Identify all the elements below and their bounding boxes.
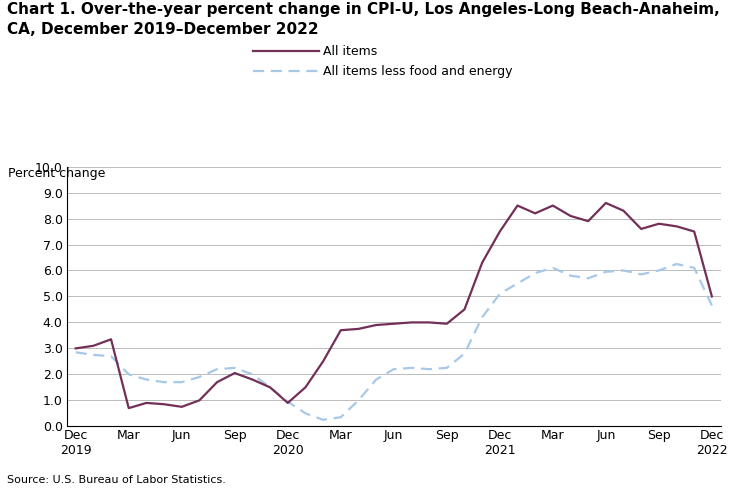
All items less food and energy <box>690 265 698 271</box>
All items <box>496 228 504 235</box>
All items less food and energy <box>266 384 275 390</box>
All items <box>707 294 716 299</box>
All items less food and energy <box>354 397 363 403</box>
All items <box>283 400 292 406</box>
All items <box>690 228 698 235</box>
All items <box>619 208 628 214</box>
All items less food and energy <box>106 353 115 359</box>
Text: Chart 1. Over-the-year percent change in CPI-U, Los Angeles-Long Beach-Anaheim,: Chart 1. Over-the-year percent change in… <box>7 2 720 18</box>
All items <box>266 384 275 390</box>
All items <box>478 260 487 266</box>
All items less food and energy <box>655 268 663 273</box>
All items less food and energy <box>195 374 204 380</box>
All items less food and energy <box>619 268 628 273</box>
All items less food and energy <box>212 366 221 372</box>
All items <box>354 326 363 332</box>
All items <box>584 218 593 224</box>
All items <box>212 379 221 385</box>
All items <box>106 336 115 342</box>
All items <box>248 377 257 383</box>
Line: All items less food and energy: All items less food and energy <box>76 264 712 420</box>
Text: Source: U.S. Bureau of Labor Statistics.: Source: U.S. Bureau of Labor Statistics. <box>7 475 227 485</box>
All items less food and energy <box>442 365 451 371</box>
All items less food and energy <box>531 270 539 276</box>
All items <box>230 370 239 376</box>
All items <box>672 223 681 229</box>
All items less food and energy <box>707 303 716 309</box>
All items less food and energy <box>496 291 504 297</box>
All items less food and energy <box>142 377 151 383</box>
All items <box>124 405 133 411</box>
All items less food and energy <box>71 349 80 355</box>
All items <box>142 400 151 406</box>
All items less food and energy <box>672 261 681 267</box>
All items less food and energy <box>372 377 380 383</box>
All items less food and energy <box>389 366 398 372</box>
All items less food and energy <box>337 414 345 420</box>
All items <box>442 321 451 327</box>
All items less food and energy <box>407 365 416 371</box>
All items <box>389 321 398 327</box>
All items <box>637 226 646 232</box>
All items less food and energy <box>584 275 593 281</box>
All items <box>195 397 204 403</box>
All items less food and energy <box>178 379 186 385</box>
All items <box>372 322 380 328</box>
All items <box>89 343 98 349</box>
All items less food and energy <box>124 371 133 377</box>
All items less food and energy <box>301 410 310 416</box>
All items <box>71 345 80 351</box>
All items <box>301 384 310 390</box>
All items less food and energy <box>230 365 239 371</box>
All items less food and energy <box>566 273 575 279</box>
All items less food and energy <box>160 379 169 385</box>
All items <box>531 210 539 216</box>
Text: CA, December 2019–December 2022: CA, December 2019–December 2022 <box>7 22 319 37</box>
All items less food and energy <box>513 280 522 286</box>
All items less food and energy <box>283 399 292 405</box>
All items less food and energy <box>319 417 328 423</box>
All items <box>337 327 345 333</box>
All items <box>513 203 522 209</box>
All items <box>319 359 328 365</box>
All items <box>548 203 557 209</box>
All items <box>601 200 610 206</box>
All items less food and energy <box>601 269 610 275</box>
All items <box>425 319 434 325</box>
All items <box>160 401 169 407</box>
All items <box>655 221 663 227</box>
All items <box>460 307 469 313</box>
Text: All items: All items <box>323 45 377 58</box>
All items <box>407 319 416 325</box>
All items <box>178 404 186 410</box>
All items less food and energy <box>248 371 257 377</box>
All items less food and energy <box>478 314 487 320</box>
All items less food and energy <box>89 352 98 358</box>
All items <box>566 213 575 219</box>
All items less food and energy <box>460 351 469 357</box>
All items less food and energy <box>425 366 434 372</box>
Line: All items: All items <box>76 203 712 408</box>
All items less food and energy <box>637 271 646 277</box>
Text: All items less food and energy: All items less food and energy <box>323 65 513 77</box>
Text: Percent change: Percent change <box>8 167 106 180</box>
All items less food and energy <box>548 265 557 271</box>
